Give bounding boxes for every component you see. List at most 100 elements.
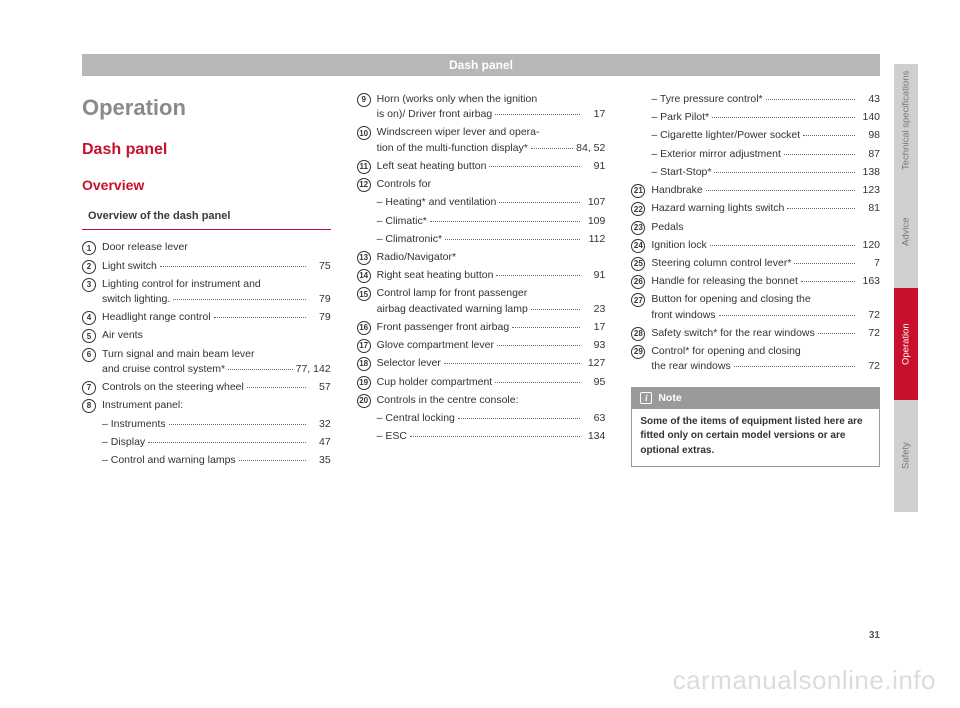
column-3: – Tyre pressure control* 43 – Park Pilot*1… — [631, 92, 880, 471]
watermark: carmanualsonline.info — [673, 665, 936, 696]
entry-text: – Climatic* — [377, 214, 427, 229]
list-item: 19 Cup holder compartment 95 — [357, 375, 606, 390]
entry-text: – Heating* and ventilation — [377, 195, 497, 210]
info-icon: i — [640, 392, 652, 404]
entry-text: – Start-Stop* — [651, 165, 711, 180]
entry-text: – Display — [102, 435, 145, 450]
page-ref: 17 — [583, 320, 605, 335]
entry-text: Selector lever — [377, 356, 441, 371]
page-ref: 87 — [858, 147, 880, 162]
entry-text: the rear windows — [651, 359, 730, 374]
list-item: 20Controls in the centre console: — [357, 393, 606, 408]
entry-text: Ignition lock — [651, 238, 706, 253]
entry-text: Cup holder compartment — [377, 375, 493, 390]
list-item: 25Steering column control lever*7 — [631, 256, 880, 271]
page-ref: 91 — [583, 268, 605, 283]
page-ref: 79 — [309, 292, 331, 307]
sub-item: – Central locking63 — [357, 411, 606, 426]
header-bar: Dash panel — [82, 54, 880, 76]
note-title: Note — [658, 391, 681, 406]
entry-text: front windows — [651, 308, 715, 323]
page-ref: 77, 142 — [296, 362, 331, 377]
entry-text: Handbrake — [651, 183, 702, 198]
page-ref: 91 — [583, 159, 605, 174]
entry-text: – Central locking — [377, 411, 455, 426]
sub-item: – Climatic*109 — [357, 214, 606, 229]
sub-item: – Park Pilot*140 — [651, 110, 880, 125]
entry-text: Radio/Navigator* — [377, 250, 456, 265]
item-number: 17 — [357, 339, 371, 353]
list-item: 16 Front passenger front airbag 17 — [357, 320, 606, 335]
page-ref: 57 — [309, 380, 331, 395]
entry-text: Handle for releasing the bonnet — [651, 274, 798, 289]
page-ref: 72 — [858, 308, 880, 323]
item-number: 13 — [357, 251, 371, 265]
entry-text: Glove compartment lever — [377, 338, 494, 353]
item-number: 8 — [82, 399, 96, 413]
entry-text: Control lamp for front passenger — [377, 286, 528, 301]
list-item: 8Instrument panel: — [82, 398, 331, 413]
sub-item: – Climatronic*112 — [357, 232, 606, 247]
page-ref: 134 — [583, 429, 605, 444]
side-tab[interactable]: Safety — [894, 400, 918, 512]
side-tab[interactable]: Operation — [894, 288, 918, 400]
list-item: 29Control* for opening and closingthe re… — [631, 344, 880, 374]
entry-text: Light switch — [102, 259, 157, 274]
page-ref: 7 — [858, 256, 880, 271]
entry-text: Button for opening and closing the — [651, 292, 810, 307]
page-ref: 23 — [583, 302, 605, 317]
sub-item: – Cigarette lighter/Power socket98 — [651, 128, 880, 143]
page-ref: 127 — [583, 356, 605, 371]
entry-text: Lighting control for instrument and — [102, 277, 261, 292]
list-item: 4Headlight range control79 — [82, 310, 331, 325]
entry-text: – Cigarette lighter/Power socket — [651, 128, 800, 143]
entry-text: airbag deactivated warning lamp — [377, 302, 528, 317]
list-item: 23Pedals — [631, 220, 880, 235]
item-number: 5 — [82, 329, 96, 343]
entry-text: Windscreen wiper lever and opera- — [377, 125, 540, 140]
list-item: 7Controls on the steering wheel57 — [82, 380, 331, 395]
side-tab[interactable]: Advice — [894, 176, 918, 288]
page-ref: 138 — [858, 165, 880, 180]
item-number: 18 — [357, 357, 371, 371]
entry-text: Headlight range control — [102, 310, 211, 325]
item-number: 12 — [357, 178, 371, 192]
page-ref: 47 — [309, 435, 331, 450]
page-ref: 72 — [858, 359, 880, 374]
entry-text: – Instruments — [102, 417, 166, 432]
page-ref: 95 — [583, 375, 605, 390]
page: Dash panel Operation Dash panel Overview… — [0, 0, 960, 708]
item-number: 16 — [357, 321, 371, 335]
page-ref: 32 — [309, 417, 331, 432]
list-item: 18 Selector lever 127 — [357, 356, 606, 371]
item-number: 29 — [631, 345, 645, 359]
list-item: 22Hazard warning lights switch81 — [631, 201, 880, 216]
sub-item: – Instruments 32 — [82, 417, 331, 432]
entry-text: Front passenger front airbag — [377, 320, 510, 335]
sub-item: – Exterior mirror adjustment87 — [651, 147, 880, 162]
entry-text: Steering column control lever* — [651, 256, 791, 271]
page-ref: 75 — [309, 259, 331, 274]
item-number: 10 — [357, 126, 371, 140]
note-body: Some of the items of equipment listed he… — [632, 409, 879, 467]
entry-text: Air vents — [102, 328, 143, 343]
item-number: 19 — [357, 376, 371, 390]
list-item: 12Controls for — [357, 177, 606, 192]
section-title: Operation — [82, 92, 331, 124]
sub-item: – Display 47 — [82, 435, 331, 450]
page-ref: 163 — [858, 274, 880, 289]
item-number: 7 — [82, 381, 96, 395]
item-number: 1 — [82, 241, 96, 255]
page-ref: 120 — [858, 238, 880, 253]
entry-text: Left seat heating button — [377, 159, 487, 174]
entry-text: Right seat heating button — [377, 268, 494, 283]
item-number: 2 — [82, 260, 96, 274]
side-tab[interactable]: Technical specifications — [894, 64, 918, 176]
list-item: 13 Radio/Navigator* — [357, 250, 606, 265]
overview-subhead: Overview of the dash panel — [82, 209, 331, 230]
page-ref: 17 — [583, 107, 605, 122]
item-number: 3 — [82, 278, 96, 292]
entry-text: – Tyre pressure control* — [651, 92, 762, 107]
page-ref: 72 — [858, 326, 880, 341]
page-ref: 43 — [858, 92, 880, 107]
